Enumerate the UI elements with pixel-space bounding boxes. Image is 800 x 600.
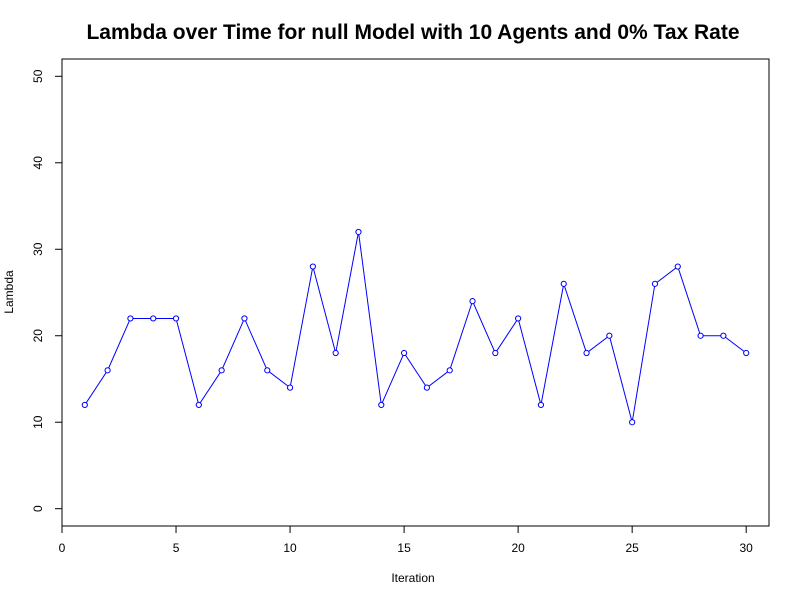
- data-point: [629, 419, 636, 426]
- data-point: [606, 332, 613, 339]
- data-point: [674, 263, 681, 270]
- data-point: [515, 315, 522, 322]
- data-point: [127, 315, 134, 322]
- y-tick-label: 10: [31, 415, 45, 429]
- data-point: [309, 263, 316, 270]
- y-axis-label: Lambda: [2, 270, 16, 314]
- data-point: [492, 349, 499, 357]
- x-tick-label: 30: [740, 541, 754, 555]
- x-tick-label: 20: [511, 541, 525, 555]
- series-line: [84, 231, 747, 423]
- data-point: [743, 349, 750, 357]
- y-tick-label: 30: [31, 242, 45, 256]
- data-point: [720, 332, 727, 339]
- chart-title: Lambda over Time for null Model with 10 …: [86, 21, 739, 44]
- data-point: [651, 280, 659, 287]
- data-point: [195, 401, 202, 409]
- data-point: [697, 332, 704, 339]
- x-tick-label: 5: [173, 541, 180, 555]
- data-point: [264, 367, 271, 374]
- x-tick-label: 25: [625, 541, 639, 555]
- data-point: [583, 349, 590, 357]
- data-point: [537, 401, 545, 409]
- x-axis: 0 5 10 15 20 25 30: [59, 525, 754, 555]
- data-point: [332, 349, 339, 357]
- x-tick-label: 10: [283, 541, 297, 555]
- y-tick-label: 20: [31, 329, 45, 343]
- data-point: [104, 367, 111, 374]
- data-point: [400, 349, 408, 357]
- x-tick-label: 15: [397, 541, 411, 555]
- data-point: [172, 315, 180, 322]
- y-tick-label: 50: [31, 69, 45, 83]
- x-tick-label: 0: [59, 541, 66, 555]
- data-point: [81, 401, 88, 409]
- series-layer: [81, 228, 750, 426]
- data-point: [286, 384, 294, 391]
- data-point: [355, 228, 362, 236]
- data-point: [378, 401, 385, 409]
- data-point: [218, 367, 225, 374]
- data-point: [150, 315, 157, 322]
- data-point: [446, 367, 453, 374]
- y-tick-label: 0: [31, 505, 45, 512]
- data-point: [423, 384, 431, 391]
- plot-frame: [61, 58, 770, 527]
- x-axis-label: Iteration: [391, 571, 434, 585]
- y-axis: 0 10 20 30 40 50: [31, 69, 63, 512]
- data-point: [469, 298, 476, 305]
- data-point: [241, 315, 248, 322]
- y-tick-label: 40: [31, 156, 45, 170]
- data-point: [560, 280, 567, 287]
